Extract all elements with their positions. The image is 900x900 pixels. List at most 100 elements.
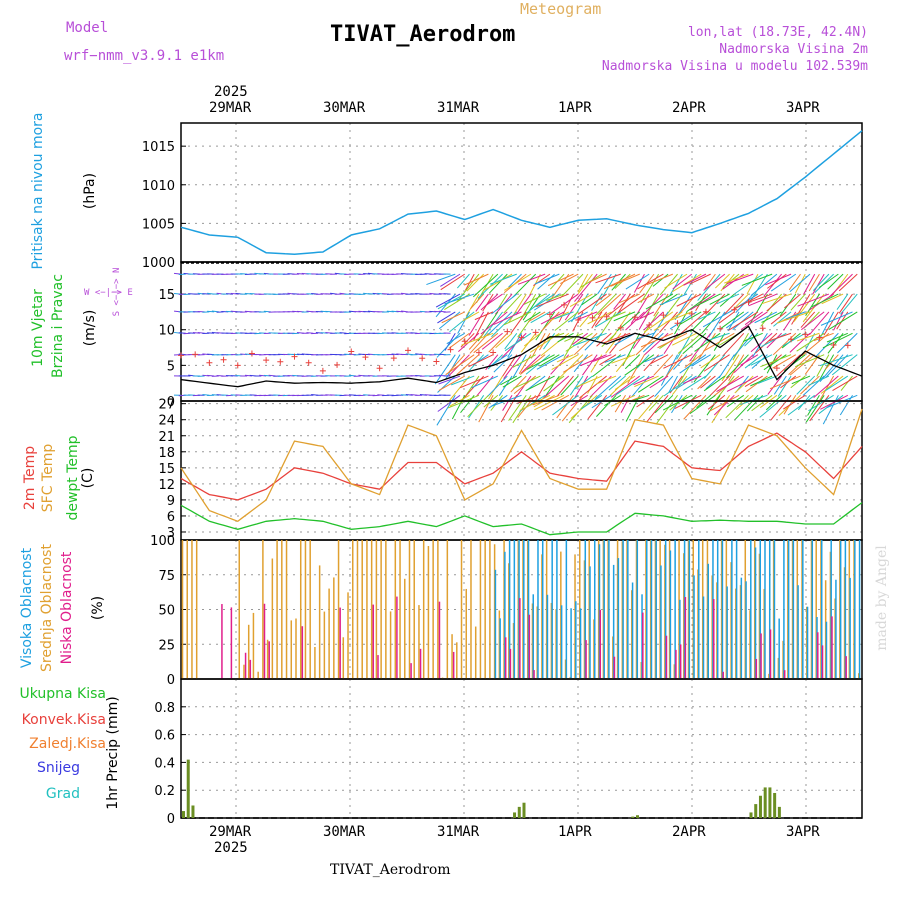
wind-arrow	[594, 311, 608, 327]
wind-arrow	[832, 375, 858, 392]
wind-arrow	[577, 273, 589, 292]
wind-arrow	[556, 394, 574, 419]
wind-arrow	[597, 273, 612, 295]
wind-arrow	[460, 375, 489, 389]
pressure-line	[180, 130, 863, 256]
wind-arrow	[463, 273, 489, 286]
wind-arrow	[755, 332, 778, 354]
wind-arrow	[727, 311, 740, 332]
wind-arrow	[788, 273, 801, 291]
wind-arrow	[512, 354, 527, 378]
wind-arrow	[674, 311, 688, 335]
wind-arrow	[500, 375, 518, 386]
wind-arrow	[636, 354, 650, 369]
wind-arrow	[512, 273, 537, 298]
wind-arrow	[725, 311, 749, 329]
wind-panel: 0 5 10 15	[158, 261, 863, 426]
wind-arrow	[495, 332, 513, 349]
wind-arrow	[472, 273, 499, 298]
wind-arrow	[637, 375, 664, 393]
top-day-label: 31MAR	[437, 100, 480, 116]
gust-marker	[461, 338, 468, 345]
wind-arrow	[715, 273, 730, 289]
wind-arrow	[625, 311, 645, 331]
wind-arrow	[745, 375, 768, 393]
wind-arrow	[820, 394, 849, 410]
wind-arrow	[517, 311, 537, 338]
wind-arrow	[605, 311, 626, 321]
wind-arrow	[797, 293, 830, 307]
wind-arrow	[517, 273, 546, 285]
precip-conv-label: Konvek.Kisa	[21, 712, 106, 728]
wind-arrow	[525, 375, 555, 392]
wind-arrow	[568, 394, 593, 424]
wind-arrow	[504, 332, 518, 350]
bottom-day-label: 1APR	[558, 824, 592, 840]
wind-arrow	[587, 394, 608, 420]
wind-arrow	[814, 273, 834, 293]
wind-arrow	[573, 332, 598, 356]
wind-arrow	[457, 311, 470, 334]
y-tick-label: 6	[167, 510, 175, 525]
wind-arrow	[610, 273, 640, 287]
wind-arrow	[540, 311, 560, 332]
wind-arrow	[475, 293, 489, 312]
wind-arrow	[534, 273, 560, 285]
y-tick-label: 24	[158, 414, 175, 429]
wind-arrow	[703, 273, 726, 291]
wind-arrow	[490, 354, 508, 367]
wind-arrow	[514, 375, 532, 400]
precip-bar	[763, 787, 767, 818]
wind-arrow	[752, 333, 768, 358]
wind-arrow	[750, 354, 773, 366]
wind-arrow	[576, 311, 598, 321]
precip-snow-label: Snijeg	[36, 760, 80, 776]
cloud-panel: 0 25 50 75 100	[150, 534, 863, 688]
wind-arrow	[594, 375, 622, 400]
wind-arrow	[742, 332, 763, 342]
wind-arrow	[551, 354, 579, 370]
wind-arrow	[615, 375, 645, 396]
wind-arrow	[822, 332, 853, 349]
wind-arrow	[594, 311, 622, 328]
wind-arrow	[557, 332, 574, 343]
gust-marker	[603, 313, 610, 320]
wind-arrow	[773, 311, 792, 327]
gust-marker	[816, 334, 823, 341]
wind-arrow	[676, 293, 702, 307]
gust-marker	[802, 331, 809, 338]
wind-arrow	[735, 394, 754, 410]
wind-arrow	[525, 293, 551, 314]
wind-arrow	[444, 293, 475, 305]
wind-arrow	[839, 395, 853, 416]
model-name: wrf−nmm_v3.9.1 e1km	[64, 48, 225, 64]
wind-arrow	[820, 375, 844, 394]
wind-arrow	[802, 293, 825, 323]
wind-arrow	[790, 293, 806, 311]
wind-arrow	[445, 354, 461, 380]
wind-arrow	[556, 375, 574, 397]
wind-arrow	[475, 273, 494, 304]
wind-arrow	[569, 293, 593, 307]
wind-arrow	[591, 311, 603, 329]
wind-arrow	[776, 311, 811, 324]
wind-arrow	[471, 375, 499, 389]
wind-arrow	[493, 354, 513, 373]
wind-arrow	[614, 375, 636, 390]
wind-arrow	[482, 273, 513, 292]
wind-arrow	[805, 293, 820, 316]
wind-arrow	[836, 293, 849, 310]
wind-arrow	[760, 354, 792, 368]
wind-arrow	[683, 273, 707, 286]
wind-arrow	[263, 374, 271, 377]
wind-arrow	[504, 273, 532, 291]
wind-arrow	[679, 354, 707, 374]
wind-arrow	[765, 394, 782, 411]
y-tick-label: 100	[150, 534, 175, 549]
wind-arrow	[709, 293, 730, 305]
precip-bar	[758, 795, 762, 818]
wind-arrow	[535, 311, 556, 341]
wind-arrow	[637, 273, 664, 290]
gust-marker	[674, 320, 681, 327]
